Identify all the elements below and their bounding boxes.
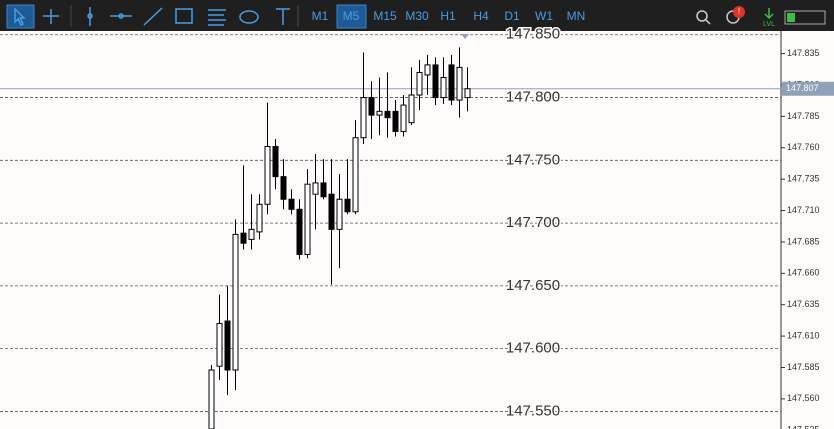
vline-dot	[87, 13, 93, 19]
timeframe[interactable]: D1	[504, 9, 520, 23]
candle-body	[296, 208, 303, 255]
candle-body	[336, 198, 343, 230]
candle-body	[392, 110, 399, 132]
crosshair-tool[interactable]	[43, 9, 59, 24]
lvl-icon[interactable]	[764, 8, 774, 20]
level-label: 147.700	[506, 214, 560, 231]
plot: 147.835147.810147.785147.760147.735147.7…	[0, 24, 834, 429]
candle-body	[272, 146, 279, 178]
candle-body	[312, 182, 319, 195]
candle-body	[456, 66, 463, 101]
search-icon[interactable]	[696, 10, 708, 22]
lvl-label: LVL	[763, 21, 775, 28]
fibo-tool[interactable]	[208, 9, 226, 26]
hline-dot	[118, 13, 124, 19]
candle-body	[400, 104, 407, 132]
price-label: 147.807	[786, 83, 819, 93]
candle-body	[328, 193, 335, 230]
timeframe[interactable]: W1	[535, 9, 553, 23]
candle-body	[384, 110, 391, 119]
candle-body	[440, 76, 447, 99]
y-tick-label: 147.585	[787, 362, 820, 372]
candle-body	[208, 369, 215, 429]
candle-body	[304, 183, 311, 255]
timeframe[interactable]: M5	[343, 9, 360, 23]
y-tick-label: 147.785	[787, 111, 820, 121]
candle-body	[360, 97, 367, 139]
timeframe[interactable]: H4	[473, 9, 489, 23]
candle-body	[448, 64, 455, 101]
timeframe[interactable]: M15	[373, 9, 397, 23]
y-tick-label: 147.760	[787, 142, 820, 152]
cursor-tool[interactable]	[14, 7, 26, 27]
toolbar	[0, 0, 834, 31]
candle-body	[264, 146, 271, 205]
candle-body	[240, 232, 247, 244]
y-tick-label: 147.735	[787, 174, 820, 184]
candle-body	[248, 228, 255, 240]
candle-body	[256, 203, 263, 233]
candle-body	[344, 198, 351, 213]
candle-body	[216, 323, 223, 367]
y-tick-label: 147.610	[787, 330, 820, 340]
candle-body	[432, 64, 439, 99]
candle-body	[424, 64, 431, 76]
candle-body	[376, 110, 383, 116]
y-tick-label: 147.710	[787, 205, 820, 215]
rect-tool[interactable]	[175, 8, 193, 24]
candle-body	[288, 198, 295, 210]
level-label: 147.550	[506, 402, 560, 419]
y-tick-label: 147.560	[787, 393, 820, 403]
price-tag	[782, 81, 834, 96]
tool-active[interactable]	[6, 4, 35, 29]
candle-body	[224, 320, 231, 371]
level-label: 147.600	[506, 340, 560, 357]
level-label: 147.850	[506, 26, 560, 43]
trendline-tool[interactable]	[143, 7, 163, 26]
level-label: 147.750	[506, 151, 560, 168]
candle-body	[416, 71, 423, 96]
candle-body	[232, 233, 239, 371]
level-label: 147.650	[506, 277, 560, 294]
y-tick-label: 147.535	[787, 425, 820, 429]
candle-body	[464, 88, 471, 99]
candle-body	[368, 97, 375, 116]
y-tick-label: 147.835	[787, 48, 820, 58]
candle-body	[352, 137, 359, 213]
text-tool[interactable]	[276, 8, 290, 25]
alert-badge-text: !	[738, 7, 740, 16]
y-tick-label: 147.635	[787, 299, 820, 309]
timeframe-active	[336, 4, 367, 29]
candle-body	[280, 176, 287, 200]
level-label: 147.800	[506, 89, 560, 106]
timeframes: M1 M5 M15 M30 H1 H4 D1 W1 MN	[312, 4, 586, 29]
timeframe[interactable]: M30	[405, 9, 429, 23]
timeframe[interactable]: MN	[567, 9, 586, 23]
search-handle	[705, 19, 711, 25]
timeframe[interactable]: H1	[440, 9, 456, 23]
shift-marker	[461, 34, 469, 39]
y-tick-label: 147.660	[787, 268, 820, 278]
y-tick-label: 147.685	[787, 236, 820, 246]
shapes-tool[interactable]	[239, 10, 259, 24]
battery	[784, 10, 826, 25]
timeframe[interactable]: M1	[312, 9, 329, 23]
candle-body	[408, 94, 415, 124]
alert-badge	[733, 6, 745, 18]
candle-body	[320, 182, 327, 198]
battery-level	[787, 13, 795, 22]
